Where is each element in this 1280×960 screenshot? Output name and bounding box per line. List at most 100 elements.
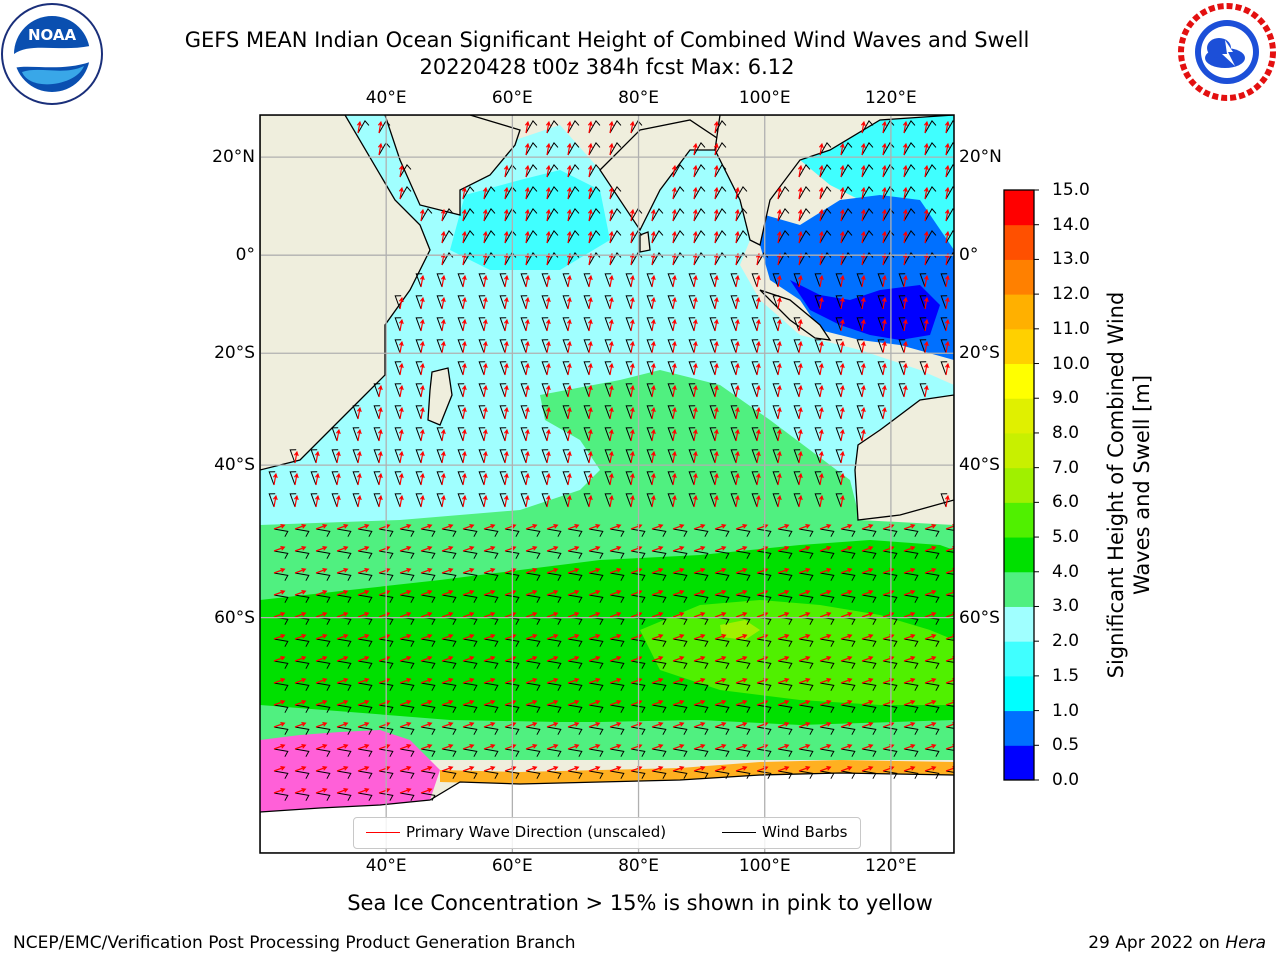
wind-barb-833 bbox=[336, 792, 352, 801]
wave-arrow-244 bbox=[902, 340, 908, 354]
wave-arrow-20 bbox=[692, 142, 698, 156]
wind-barb-674 bbox=[462, 682, 478, 691]
wave-arrow-810 bbox=[546, 766, 559, 772]
wind-barb-552 bbox=[672, 594, 688, 603]
wind-barb-434 bbox=[273, 528, 289, 537]
wave-arrow-704 bbox=[399, 700, 412, 706]
wind-barb-88 bbox=[861, 208, 874, 222]
wind-barb-485 bbox=[651, 550, 667, 559]
wave-arrow-657 bbox=[798, 656, 811, 662]
wind-barb-80 bbox=[672, 208, 685, 222]
wind-barb-150 bbox=[583, 273, 591, 288]
wave-arrow-651 bbox=[672, 656, 685, 662]
wave-arrow-597 bbox=[924, 612, 937, 618]
wind-barb-431 bbox=[814, 493, 822, 508]
wave-arrow-809 bbox=[525, 766, 538, 772]
wave-arrow-365 bbox=[608, 450, 614, 464]
wind-barb-278 bbox=[499, 383, 507, 398]
wave-arrow-427 bbox=[734, 494, 740, 508]
wind-barb-56 bbox=[693, 186, 706, 200]
wave-arrow-686 bbox=[714, 678, 727, 684]
wind-barb-621 bbox=[735, 638, 751, 647]
wind-barb-444 bbox=[483, 528, 499, 537]
colorbar-segment-2 bbox=[1004, 675, 1034, 712]
wave-arrow-434 bbox=[273, 524, 286, 530]
wave-arrow-585 bbox=[672, 612, 685, 618]
wind-barb-564 bbox=[924, 594, 940, 603]
wind-barb-124 bbox=[588, 252, 601, 266]
wind-barb-694 bbox=[882, 682, 898, 691]
wind-barb-533 bbox=[273, 594, 289, 603]
wave-arrow-115 bbox=[923, 230, 929, 244]
wind-barb-375 bbox=[814, 449, 822, 464]
wave-arrow-546 bbox=[546, 590, 559, 596]
wind-barb-721 bbox=[756, 704, 772, 713]
footer-date-text: 29 Apr 2022 on bbox=[1088, 933, 1226, 953]
wave-arrow-573 bbox=[420, 612, 433, 618]
wind-barb-71 bbox=[483, 208, 496, 222]
wave-arrow-150 bbox=[587, 274, 593, 288]
wave-arrow-253 bbox=[545, 362, 551, 376]
wave-arrow-607 bbox=[441, 634, 454, 640]
wave-arrow-148 bbox=[545, 274, 551, 288]
wind-barb-807 bbox=[483, 770, 499, 779]
wind-barb-529 bbox=[882, 572, 898, 581]
wave-arrow-421 bbox=[608, 494, 614, 508]
wind-barb-172 bbox=[478, 295, 486, 310]
wind-barb-318 bbox=[772, 405, 780, 420]
wave-arrow-247 bbox=[398, 362, 404, 376]
wind-barb-44 bbox=[924, 164, 937, 178]
wave-arrow-252 bbox=[524, 362, 530, 376]
wave-arrow-144 bbox=[461, 274, 467, 288]
colorbar-tick-8: 6.0 bbox=[1052, 492, 1080, 513]
footer-branch: NCEP/EMC/Verification Post Processing Pr… bbox=[13, 933, 576, 953]
wave-arrow-207 bbox=[671, 318, 677, 332]
wind-barb-9 bbox=[861, 120, 874, 134]
wave-arrow-767 bbox=[336, 744, 349, 750]
wave-arrow-309 bbox=[587, 406, 593, 420]
wave-arrow-429 bbox=[776, 494, 782, 508]
wind-barb-425 bbox=[688, 493, 696, 508]
wave-arrow-731 bbox=[273, 722, 286, 728]
wave-arrow-492 bbox=[798, 546, 811, 552]
wave-arrow-385 bbox=[440, 472, 446, 486]
wind-barb-635 bbox=[336, 660, 352, 669]
wave-arrow-644 bbox=[525, 656, 538, 662]
wind-barb-836 bbox=[399, 792, 415, 801]
wind-barb-314 bbox=[688, 405, 696, 420]
wave-arrow-145 bbox=[482, 274, 488, 288]
wind-barb-194 bbox=[394, 317, 402, 332]
wave-arrow-66 bbox=[923, 186, 929, 200]
wave-arrow-249 bbox=[461, 362, 467, 376]
wave-arrow-406 bbox=[293, 494, 299, 508]
wind-barb-491 bbox=[777, 550, 793, 559]
wind-barb-291 bbox=[772, 383, 780, 398]
wind-barb-353 bbox=[352, 449, 360, 464]
wave-arrow-308 bbox=[566, 406, 572, 420]
wind-barb-299 bbox=[352, 405, 360, 420]
wind-barb-220 bbox=[394, 339, 402, 354]
wind-barb-478 bbox=[504, 550, 520, 559]
wind-barb-453 bbox=[672, 528, 688, 537]
wind-barb-782 bbox=[651, 748, 667, 757]
wind-barb-47 bbox=[462, 186, 475, 200]
colorbar-segment-1 bbox=[1004, 710, 1034, 746]
wave-arrow-42 bbox=[881, 164, 887, 178]
wind-barb-718 bbox=[693, 704, 709, 713]
wave-arrow-123 bbox=[566, 252, 572, 266]
wind-barb-284 bbox=[625, 383, 633, 398]
wind-barb-753 bbox=[735, 726, 751, 735]
wind-barb-190 bbox=[877, 295, 885, 310]
map-frame bbox=[259, 114, 955, 854]
wind-barb-3 bbox=[546, 120, 559, 134]
wind-barb-797 bbox=[273, 770, 289, 779]
wave-arrow-830 bbox=[273, 788, 286, 794]
wind-barb-345 bbox=[772, 427, 780, 442]
wave-arrow-228 bbox=[566, 340, 572, 354]
wave-arrow-364 bbox=[587, 450, 593, 464]
wave-arrow-526 bbox=[819, 568, 832, 574]
wind-barb-460 bbox=[819, 528, 835, 537]
wind-barb-354 bbox=[373, 449, 381, 464]
wave-arrow-464 bbox=[903, 524, 916, 530]
wave-arrow-124 bbox=[587, 252, 593, 266]
